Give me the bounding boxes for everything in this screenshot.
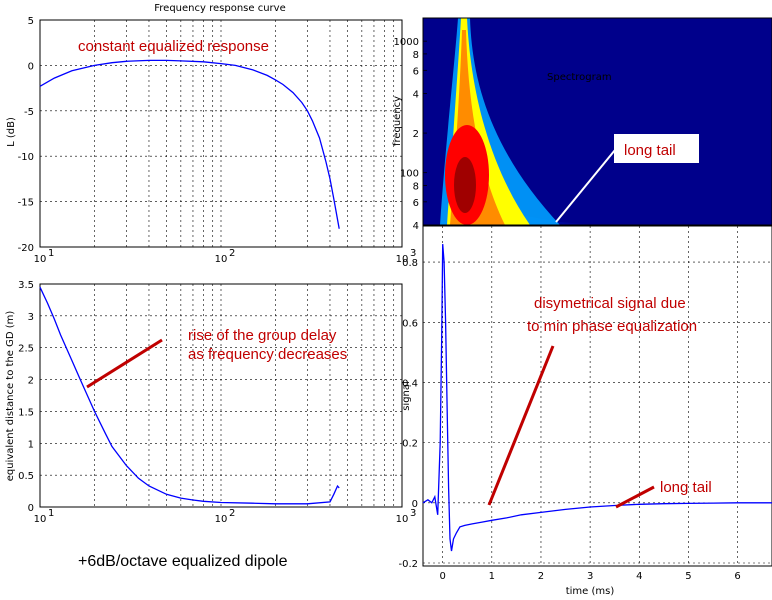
y-tick-label: 3.5 bbox=[18, 280, 34, 291]
x-tick-label: 0 bbox=[439, 571, 445, 582]
x-tick-label: 10 bbox=[34, 254, 47, 265]
x-tick-exponent: 2 bbox=[229, 248, 235, 259]
spec-axes bbox=[422, 17, 772, 226]
sig-xlabel: time (ms) bbox=[566, 586, 615, 597]
sig-annotation-line1: disymetrical signal due bbox=[534, 295, 686, 312]
x-tick-exponent: 2 bbox=[229, 508, 235, 519]
sig-tail-arrow bbox=[615, 485, 655, 509]
gd-annotation-arrow bbox=[86, 338, 163, 389]
freq-ylabel: L (dB) bbox=[6, 117, 17, 147]
sig-series-line bbox=[422, 244, 772, 552]
sig-annotation-line2: to min phase equalization bbox=[527, 318, 697, 335]
y-tick-label: 6 bbox=[413, 66, 419, 77]
y-tick-label: 1 bbox=[28, 439, 34, 450]
y-tick-label: -20 bbox=[18, 243, 34, 254]
x-tick-label: 5 bbox=[685, 571, 691, 582]
y-tick-label: -5 bbox=[24, 107, 34, 118]
y-tick-label: 3 bbox=[28, 312, 34, 323]
x-tick-label: 10 bbox=[215, 254, 228, 265]
freq-axes bbox=[39, 19, 403, 248]
gd-y-ticks: 3.5 3 2.5 2 1.5 1 0.5 0 bbox=[18, 280, 34, 514]
y-tick-label: 0.2 bbox=[402, 439, 418, 450]
sig-ylabel: signal bbox=[401, 381, 412, 411]
gd-series-line bbox=[39, 286, 340, 505]
y-tick-label: -10 bbox=[18, 152, 34, 163]
y-tick-label: 0 bbox=[412, 499, 418, 510]
x-tick-label: 3 bbox=[587, 571, 593, 582]
x-tick-label: 2 bbox=[538, 571, 544, 582]
y-tick-label: 8 bbox=[413, 50, 419, 61]
y-tick-label: 0.5 bbox=[18, 471, 34, 482]
spec-annotation: long tail bbox=[624, 142, 676, 159]
y-tick-label: 2 bbox=[28, 376, 34, 387]
sig-annotation-tail: long tail bbox=[660, 479, 712, 496]
y-tick-label: 6 bbox=[413, 198, 419, 209]
y-tick-label: 0.8 bbox=[402, 258, 418, 269]
y-tick-label: 4 bbox=[413, 221, 419, 232]
y-tick-label: 2 bbox=[413, 129, 419, 140]
sig-annotation-arrow bbox=[487, 345, 555, 506]
spec-title: Spectrogram bbox=[547, 72, 612, 83]
y-tick-label: 0 bbox=[28, 503, 34, 514]
spec-darkred-core bbox=[454, 157, 476, 213]
freq-grid bbox=[40, 20, 402, 247]
x-tick-exponent: 1 bbox=[48, 508, 54, 519]
x-tick-label: 6 bbox=[734, 571, 740, 582]
sig-y-ticks: 0.8 0.6 0.4 0.2 0 -0.2 bbox=[398, 258, 418, 570]
freq-y-ticks: 5 0 -5 -10 -15 -20 bbox=[18, 16, 34, 254]
freq-series-line bbox=[39, 59, 340, 229]
y-tick-label: -15 bbox=[18, 198, 34, 209]
y-tick-label: 8 bbox=[413, 181, 419, 192]
gd-annotation-line1: rise of the group delay bbox=[188, 327, 337, 344]
spec-heatmap bbox=[430, 18, 600, 225]
gd-grid bbox=[40, 284, 402, 507]
x-tick-label: 10 bbox=[215, 514, 228, 525]
y-tick-label: -0.2 bbox=[398, 559, 418, 570]
spec-annotation-box bbox=[614, 134, 699, 163]
x-tick-exponent: 1 bbox=[48, 248, 54, 259]
x-tick-label: 4 bbox=[636, 571, 642, 582]
sig-x-ticks: 0 1 2 3 4 5 6 bbox=[439, 571, 740, 582]
gd-ylabel: equivalent distance to the GD (m) bbox=[5, 311, 16, 482]
y-tick-label: 0.6 bbox=[402, 318, 418, 329]
sig-axes bbox=[422, 225, 772, 567]
y-tick-label: 2.5 bbox=[18, 344, 34, 355]
spec-ylabel: frequency bbox=[392, 96, 403, 146]
sig-panel: 0 1 2 3 4 5 6 0.8 0.6 0.4 0.2 0 -0.2 signal time (m… bbox=[398, 225, 772, 597]
y-tick-label: 5 bbox=[28, 16, 34, 27]
y-tick-label: 1.5 bbox=[18, 407, 34, 418]
y-tick-label: 1000 bbox=[394, 37, 419, 48]
freq-annotation: constant equalized response bbox=[78, 38, 269, 55]
x-tick-label: 10 bbox=[396, 514, 409, 525]
freq-title: Frequency response curve bbox=[154, 3, 285, 14]
x-tick-label: 10 bbox=[396, 254, 409, 265]
x-tick-label: 10 bbox=[34, 514, 47, 525]
x-tick-exponent: 3 bbox=[410, 508, 416, 519]
y-tick-label: 100 bbox=[400, 169, 419, 180]
gd-annotation-line2: as frequency decreases bbox=[188, 346, 347, 363]
y-tick-label: 0 bbox=[28, 61, 34, 72]
y-tick-label: 0.4 bbox=[402, 378, 418, 389]
figure-caption: +6dB/octave equalized dipole bbox=[78, 553, 288, 570]
spec-annotation-arrow bbox=[555, 149, 616, 223]
x-tick-exponent: 3 bbox=[410, 248, 416, 259]
y-tick-label: 4 bbox=[413, 89, 419, 100]
x-tick-label: 1 bbox=[489, 571, 495, 582]
